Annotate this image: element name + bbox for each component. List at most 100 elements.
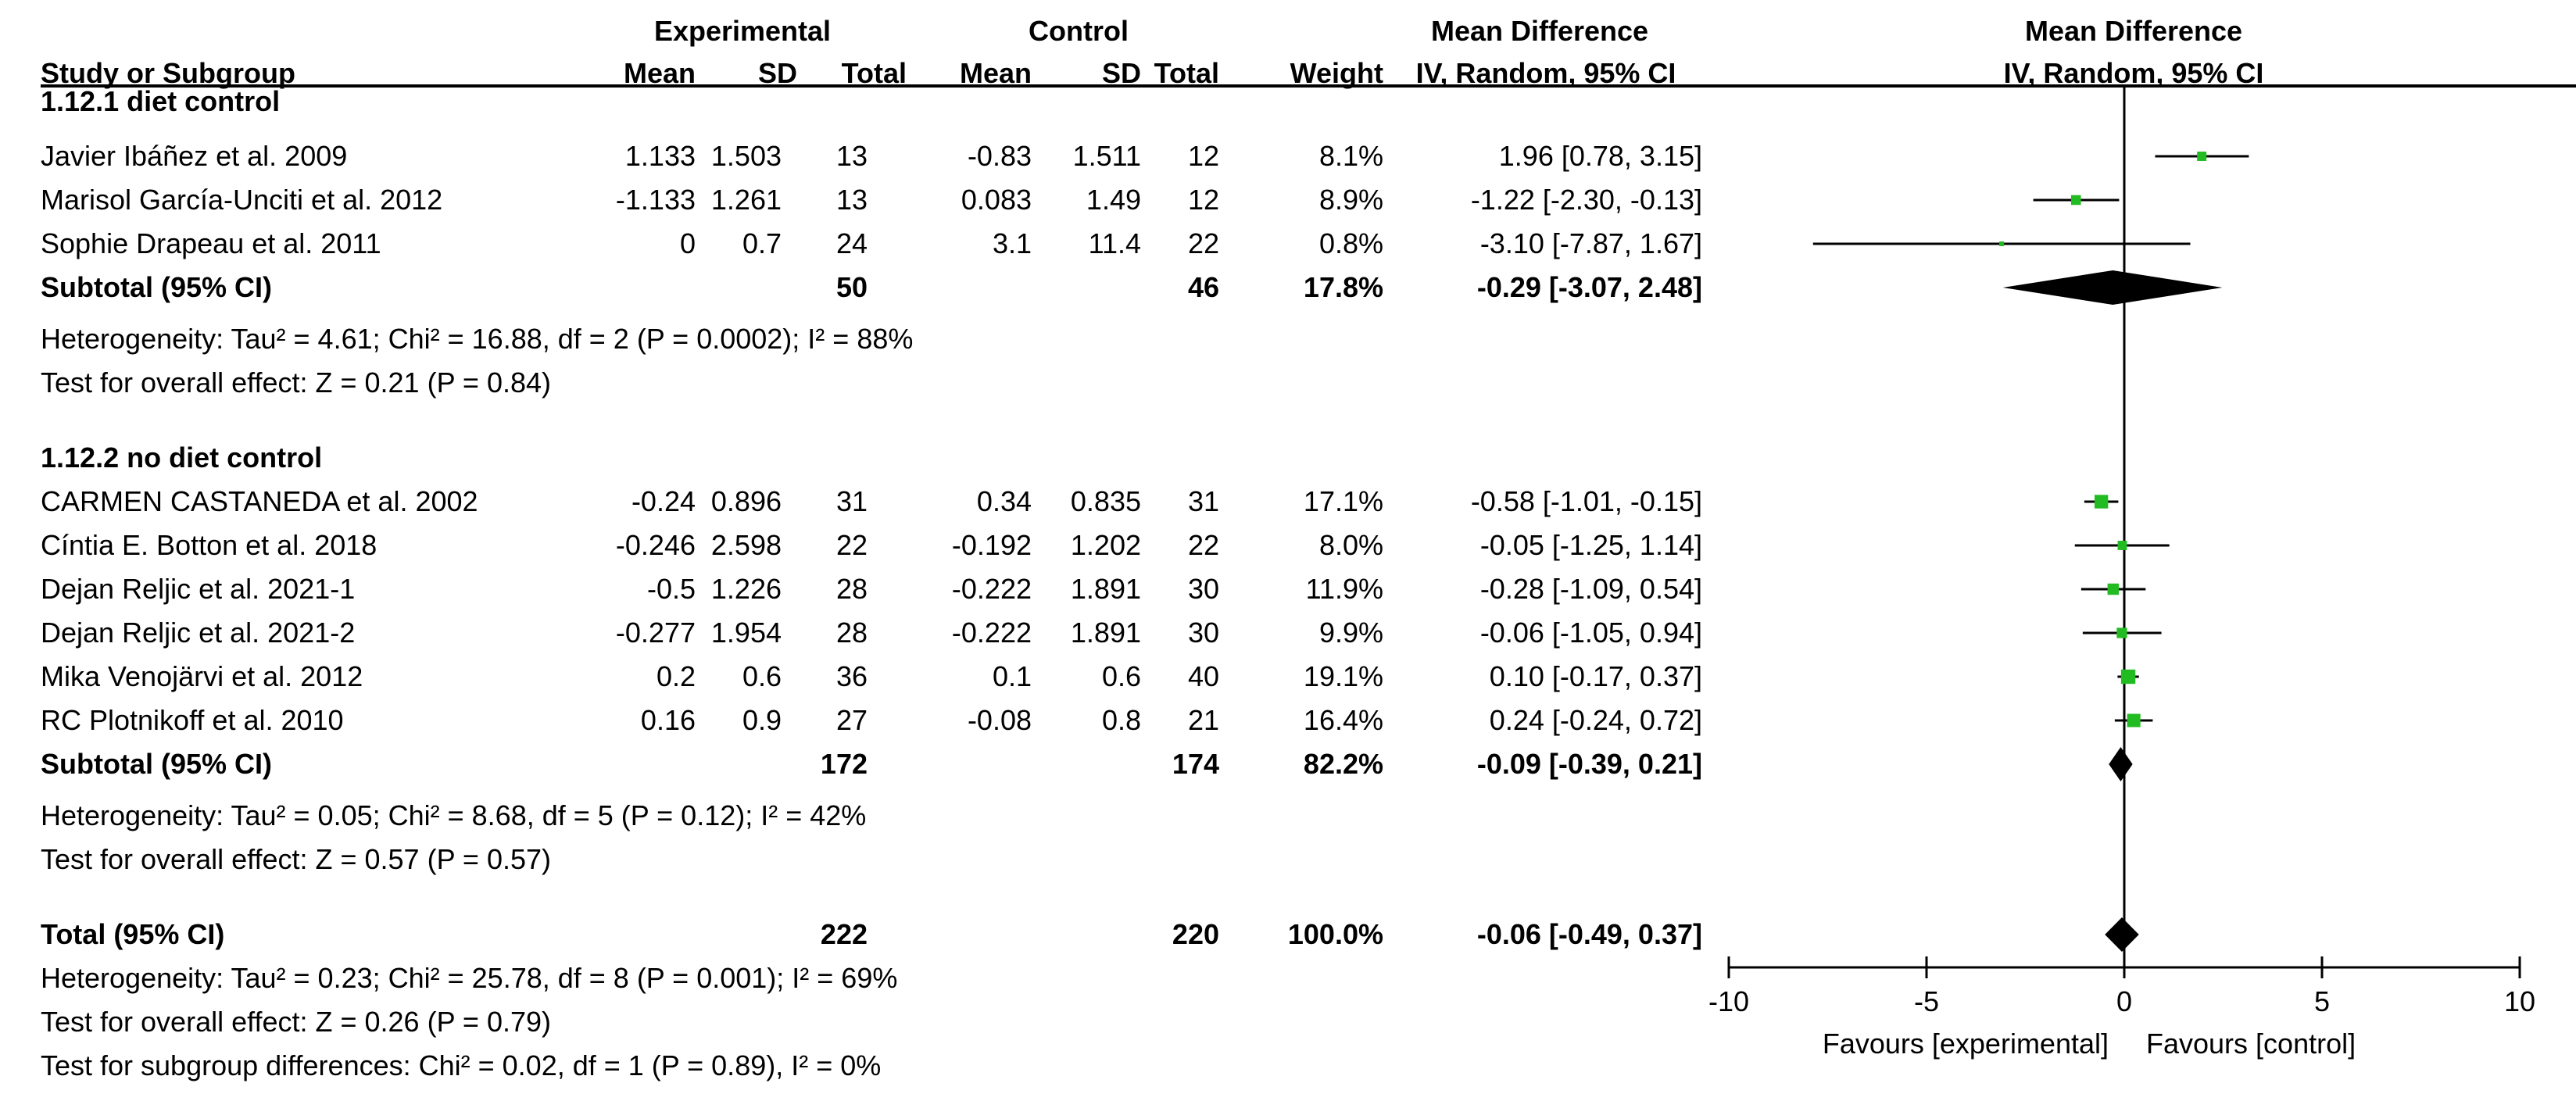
study-ci: -0.28 [-1.09, 0.54]: [1479, 573, 1702, 605]
study-c-sd: 11.4: [1088, 227, 1141, 259]
study-c-sd: 0.6: [1101, 660, 1141, 692]
study-e-total: 24: [835, 227, 868, 259]
study-e-total: 36: [835, 660, 868, 692]
study-c-sd: 0.8: [1101, 704, 1141, 736]
subtotal-weight: 82.2%: [1303, 748, 1383, 780]
study-weight: 11.9%: [1305, 573, 1383, 605]
heterogeneity-text: Heterogeneity: Tau² = 4.61; Chi² = 16.88…: [41, 323, 914, 355]
study-c-mean: 0.083: [961, 184, 1032, 216]
x-axis-tick-label: -5: [1914, 985, 1939, 1017]
x-axis-tick-label: 5: [2314, 985, 2330, 1017]
study-c-sd: 1.49: [1086, 184, 1141, 216]
study-e-total: 13: [835, 140, 868, 172]
study-name: Mika Venojärvi et al. 2012: [41, 660, 363, 692]
study-c-total: 31: [1187, 485, 1219, 517]
header-mean-difference: Mean Difference: [1430, 15, 1649, 47]
study-c-sd: 1.511: [1072, 140, 1141, 172]
subtotal-ci: -0.09 [-0.39, 0.21]: [1476, 748, 1702, 780]
study-c-sd: 1.202: [1070, 529, 1141, 561]
study-c-mean: -0.222: [951, 573, 1032, 605]
study-e-sd: 1.261: [710, 184, 782, 216]
study-e-sd: 2.598: [710, 529, 782, 561]
study-name: Dejan Reljic et al. 2021-2: [41, 617, 356, 649]
study-ci: -1.22 [-2.30, -0.13]: [1470, 184, 1702, 216]
group-title: 1.12.1 diet control: [41, 85, 281, 117]
group-title: 1.12.2 no diet control: [41, 441, 323, 474]
study-e-total: 27: [835, 704, 868, 736]
subtotal-exp-total: 172: [820, 748, 868, 780]
study-e-mean: -1.133: [615, 184, 696, 216]
favours-experimental-label: Favours [experimental]: [1823, 1028, 2109, 1060]
study-e-mean: -0.5: [646, 573, 696, 605]
study-marker: [2116, 627, 2127, 638]
study-c-total: 21: [1187, 704, 1219, 736]
study-weight: 9.9%: [1318, 617, 1383, 649]
study-weight: 0.8%: [1318, 227, 1383, 259]
study-e-sd: 0.9: [742, 704, 782, 736]
study-e-total: 13: [835, 184, 868, 216]
study-marker: [2127, 713, 2141, 727]
subtotal-label: Subtotal (95% CI): [41, 271, 273, 303]
study-name: Dejan Reljic et al. 2021-1: [41, 573, 356, 605]
study-e-total: 22: [835, 529, 868, 561]
total-exp-total: 222: [820, 918, 868, 950]
study-e-sd: 1.954: [710, 617, 782, 649]
study-ci: 0.10 [-0.17, 0.37]: [1489, 660, 1702, 692]
header-underline: [41, 84, 2576, 88]
study-ci: -0.58 [-1.01, -0.15]: [1470, 485, 1702, 517]
subgroup-differences-text: Test for subgroup differences: Chi² = 0.…: [41, 1049, 882, 1081]
study-c-total: 30: [1187, 617, 1219, 649]
subtotal-ctl-total: 46: [1187, 271, 1219, 303]
study-c-total: 40: [1187, 660, 1219, 692]
study-e-total: 28: [835, 573, 868, 605]
study-ci: 0.24 [-0.24, 0.72]: [1489, 704, 1702, 736]
study-marker: [2094, 495, 2109, 509]
study-e-mean: 1.133: [624, 140, 696, 172]
study-weight: 8.0%: [1318, 529, 1383, 561]
header-exp-total: Total: [841, 57, 907, 89]
header-exp-mean: Mean: [623, 57, 696, 89]
overall-effect-text: Test for overall effect: Z = 0.57 (P = 0…: [41, 843, 552, 875]
study-name: Cíntia E. Botton et al. 2018: [41, 529, 377, 561]
study-c-sd: 1.891: [1070, 573, 1141, 605]
study-c-mean: -0.222: [951, 617, 1032, 649]
study-name: Marisol García-Unciti et al. 2012: [41, 184, 443, 216]
study-marker: [2120, 669, 2136, 685]
header-ctl-sd: SD: [1101, 57, 1141, 89]
study-marker: [2107, 583, 2120, 595]
total-heterogeneity-text: Heterogeneity: Tau² = 0.23; Chi² = 25.78…: [41, 962, 898, 994]
study-c-total: 12: [1187, 184, 1219, 216]
study-marker: [2071, 195, 2081, 206]
study-weight: 8.9%: [1318, 184, 1383, 216]
study-e-sd: 0.896: [710, 485, 782, 517]
header-exp-sd: SD: [757, 57, 797, 89]
study-c-mean: -0.08: [967, 704, 1032, 736]
total-overall-effect-text: Test for overall effect: Z = 0.26 (P = 0…: [41, 1006, 552, 1038]
subtotal-ci: -0.29 [-3.07, 2.48]: [1476, 271, 1702, 303]
header-ctl-total: Total: [1154, 57, 1219, 89]
study-ci: -0.06 [-1.05, 0.94]: [1479, 617, 1702, 649]
study-c-total: 12: [1187, 140, 1219, 172]
study-e-sd: 1.503: [710, 140, 782, 172]
overall-diamond: [2105, 917, 2139, 952]
study-name: RC Plotnikoff et al. 2010: [41, 704, 344, 736]
study-e-mean: 0: [679, 227, 696, 259]
study-c-mean: -0.192: [951, 529, 1032, 561]
favours-control-label: Favours [control]: [2146, 1028, 2356, 1060]
study-name: Javier Ibáñez et al. 2009: [41, 140, 348, 172]
study-name: Sophie Drapeau et al. 2011: [41, 227, 381, 259]
study-e-total: 28: [835, 617, 868, 649]
x-axis-tick-label: -10: [1708, 985, 1749, 1017]
x-axis-tick-label: 0: [2116, 985, 2132, 1017]
study-weight: 17.1%: [1303, 485, 1383, 517]
subtotal-diamond: [2002, 270, 2223, 305]
study-marker: [2117, 541, 2127, 550]
heterogeneity-text: Heterogeneity: Tau² = 0.05; Chi² = 8.68,…: [41, 799, 867, 831]
study-e-mean: -0.246: [615, 529, 696, 561]
study-e-mean: 0.16: [640, 704, 696, 736]
study-c-sd: 1.891: [1070, 617, 1141, 649]
forest-table: Experimental Control Mean Difference Mean D…: [41, 15, 2263, 1081]
study-e-total: 31: [835, 485, 868, 517]
study-c-total: 22: [1187, 529, 1219, 561]
